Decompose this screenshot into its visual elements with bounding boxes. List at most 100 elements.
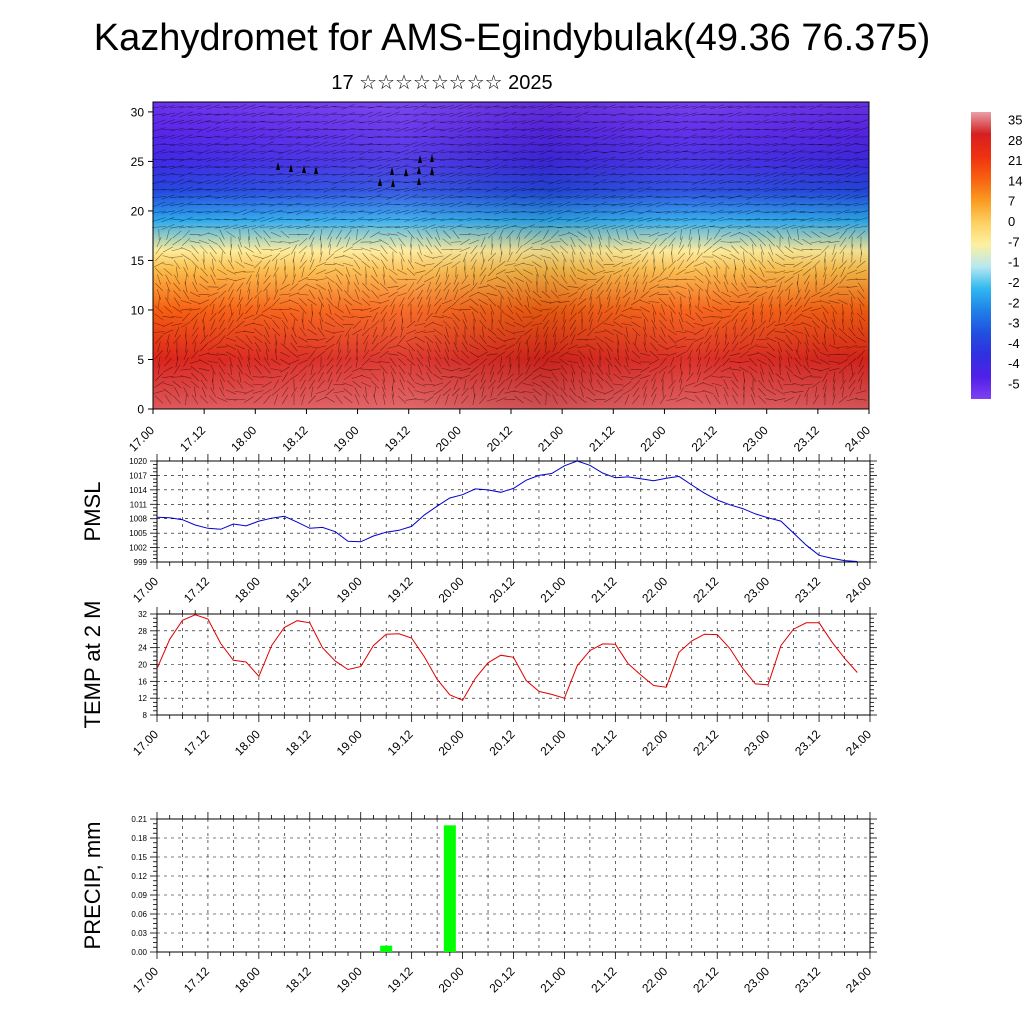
y-tick-label: 15 (131, 254, 145, 268)
y-tick-label: 1014 (129, 486, 147, 495)
x-tick-label: 23.00 (741, 727, 772, 758)
wind-flag (418, 155, 422, 163)
colorbar-label: 28 (1008, 133, 1022, 148)
wind-flag (417, 177, 421, 185)
x-tick-label: 17.00 (130, 964, 161, 995)
x-tick-label: 17.00 (130, 727, 161, 758)
y-tick-label: 10 (131, 303, 145, 317)
grid (156, 613, 871, 716)
y-tick-label: 5 (137, 353, 144, 367)
x-tick-label: 19.00 (334, 574, 365, 605)
colorbar-label: -2 (1008, 275, 1020, 290)
x-tick-label: 18.00 (232, 727, 263, 758)
x-tick-label: 22.00 (639, 574, 670, 605)
wind-flag (289, 164, 293, 172)
grid (156, 818, 871, 953)
colorbar-label: 7 (1008, 194, 1015, 209)
x-tick-label: 21.00 (537, 964, 568, 995)
y-tick-label: 12 (138, 694, 147, 703)
temp2m-panel: 8 12 16 20 24 28 32 17.00 17.12 18.00 18.12 19.00 19… (80, 601, 877, 758)
wind-flags (276, 154, 434, 187)
x-tick-label: 20.00 (436, 964, 467, 995)
x-tick-label: 18.12 (283, 574, 314, 605)
x-tick-label: 17.12 (181, 964, 212, 995)
x-tick-label: 23.12 (792, 964, 823, 995)
colorbar-label: -2 (1008, 295, 1020, 310)
colorbar-label: -5 (1008, 377, 1020, 392)
pmsl-panel: 999 1002 1005 1008 1011 1014 1017 1020 17.00 17.1… (80, 454, 877, 605)
y-tick-label: 20 (138, 661, 147, 670)
x-tick-label: 18.12 (279, 423, 310, 454)
x-tick-label: 19.12 (385, 964, 416, 995)
y-tick-label: 1008 (129, 515, 147, 524)
chart-subtitle: 17 ☆☆☆☆☆☆☆☆ 2025 (331, 72, 553, 94)
grid (156, 460, 871, 563)
x-tick-label: 17.12 (181, 727, 212, 758)
wind-flag (276, 162, 280, 170)
y-tick-label: 0.03 (131, 929, 147, 938)
x-tick-label: 22.12 (690, 727, 721, 758)
y-tick-label: 30 (131, 105, 145, 119)
series-line (156, 460, 858, 562)
y-tick-label: 28 (138, 627, 147, 636)
x-tick-label: 24.00 (842, 423, 873, 454)
x-tick-label: 19.00 (334, 964, 365, 995)
x-tick-label: 22.00 (637, 423, 668, 454)
x-tick-label: 20.00 (436, 727, 467, 758)
x-tick-label: 23.00 (741, 574, 772, 605)
y-tick-label: 0.06 (131, 910, 147, 919)
x-tick-label: 20.12 (486, 727, 517, 758)
y-tick-label: 1005 (129, 529, 147, 538)
y-tick-label: 20 (131, 204, 145, 218)
y-tick-label: 25 (131, 155, 145, 169)
y-tick-label: 0.15 (131, 853, 147, 862)
colorbar-label: -1 (1008, 255, 1020, 270)
x-tick-label: 24.00 (843, 574, 874, 605)
x-tick-label: 21.12 (588, 964, 619, 995)
colorbar-label: 14 (1008, 173, 1022, 188)
x-tick-label: 17.12 (181, 574, 212, 605)
y-tick-label: 0 (137, 403, 144, 417)
x-tick-label: 21.12 (588, 727, 619, 758)
x-tick-label: 17.00 (126, 423, 157, 454)
y-tick-label: 0.18 (131, 834, 147, 843)
x-tick-label: 22.12 (690, 964, 721, 995)
x-tick-label: 21.00 (535, 423, 566, 454)
x-tick-label: 19.00 (334, 727, 365, 758)
x-tick-label: 19.12 (382, 423, 413, 454)
wind-flag (391, 179, 395, 187)
x-tick-label: 20.12 (484, 423, 515, 454)
y-tick-label: 32 (138, 610, 147, 619)
y-tick-label: 0.12 (131, 872, 147, 881)
x-tick-label: 21.00 (537, 727, 568, 758)
x-tick-label: 19.12 (385, 574, 416, 605)
x-tick-label: 21.12 (588, 574, 619, 605)
x-tick-label: 20.00 (436, 574, 467, 605)
x-tick-label: 23.12 (791, 423, 822, 454)
wind-flag (430, 154, 434, 162)
colorbar-label: -7 (1008, 234, 1020, 249)
wind-flag (404, 168, 408, 176)
colorbar-label: 35 (1008, 113, 1022, 128)
y-tick-label: 16 (138, 677, 147, 686)
x-tick-label: 20.00 (433, 423, 464, 454)
y-axis-label: TEMP at 2 M (80, 601, 105, 729)
y-tick-label: 0.09 (131, 891, 147, 900)
colorbar-label: 0 (1008, 214, 1015, 229)
x-tick-label: 22.00 (639, 727, 670, 758)
x-tick-label: 18.00 (232, 574, 263, 605)
y-tick-label: 1002 (129, 544, 147, 553)
x-tick-label: 18.00 (228, 423, 259, 454)
x-tick-label: 21.12 (586, 423, 617, 454)
precip-bar (443, 825, 456, 952)
x-tick-label: 17.00 (130, 574, 161, 605)
wind-flag (314, 166, 318, 174)
minor-ticks (150, 812, 877, 959)
x-tick-label: 22.12 (690, 574, 721, 605)
wind-flag (417, 166, 421, 174)
y-tick-label: 1011 (130, 500, 148, 509)
precip-panel: 0.00 0.03 0.06 0.09 0.12 0.15 0.18 0.21 17.00 17.… (80, 812, 877, 995)
x-tick-label: 19.12 (385, 727, 416, 758)
chart-title: Kazhydromet for AMS-Egindybulak(49.36 76… (93, 17, 931, 59)
